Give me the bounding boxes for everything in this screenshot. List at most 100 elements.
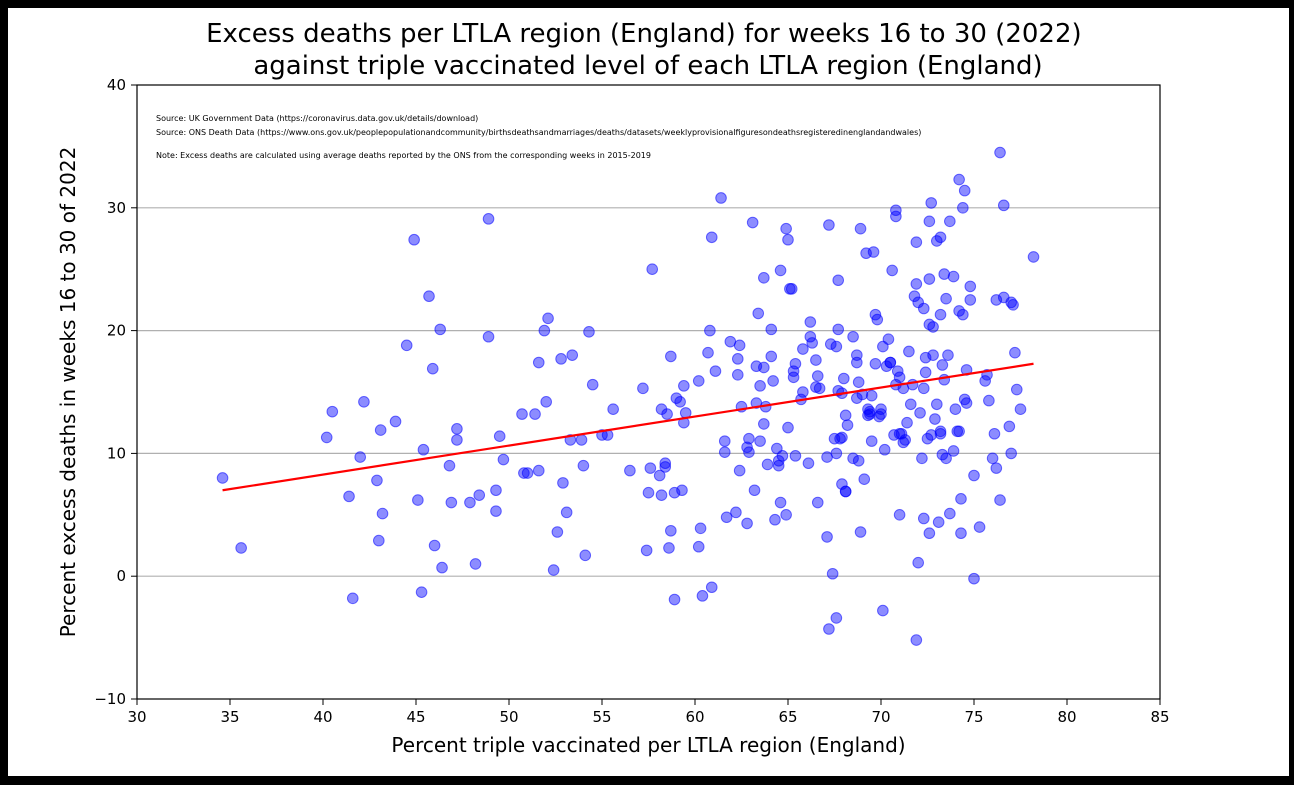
x-axis-label: Percent triple vaccinated per LTLA regio… [391, 733, 905, 757]
data-point [839, 485, 852, 498]
data-point [354, 451, 367, 463]
data-point [343, 490, 355, 503]
data-point [997, 199, 1010, 212]
data-point [810, 354, 822, 366]
data-point [1010, 383, 1023, 396]
data-point [659, 457, 672, 470]
data-point [320, 431, 333, 444]
data-point [917, 382, 930, 395]
data-point [826, 567, 839, 580]
data-point [923, 527, 936, 540]
data-point [376, 507, 389, 520]
data-point [415, 586, 428, 598]
data-point [469, 558, 482, 570]
data-point [346, 592, 359, 605]
data-point [893, 509, 906, 521]
data-point [659, 461, 672, 473]
data-point [931, 398, 943, 411]
data-point [434, 323, 446, 336]
data-point [884, 356, 897, 369]
data-point [955, 493, 967, 505]
x-tick-label: 55 [592, 708, 611, 726]
data-point [958, 184, 971, 197]
data-point [696, 590, 709, 602]
y-tick-label: 10 [107, 444, 126, 462]
data-point [579, 549, 592, 562]
data-point [692, 540, 705, 553]
data-point [538, 324, 551, 337]
data-point [899, 434, 911, 446]
data-point [839, 409, 852, 422]
data-point [780, 222, 792, 235]
data-point [718, 435, 731, 447]
data-point [797, 386, 809, 398]
data-point [731, 369, 744, 381]
data-point [940, 452, 952, 465]
data-point [557, 477, 569, 489]
data-point [373, 534, 385, 547]
data-point [758, 418, 770, 430]
data-point [661, 408, 673, 420]
data-point [678, 380, 690, 392]
data-point [642, 486, 655, 499]
data-point [953, 173, 965, 186]
data-point [743, 432, 755, 445]
data-point [730, 506, 742, 519]
data-point [702, 346, 714, 359]
data-point [811, 496, 824, 509]
title-line-2: against triple vaccinated level of each … [253, 51, 1042, 81]
data-point [464, 496, 476, 509]
data-point [934, 231, 947, 244]
data-point [830, 447, 843, 460]
data-point [746, 216, 759, 229]
data-point [426, 362, 439, 375]
data-point [748, 484, 761, 497]
data-point [774, 264, 787, 277]
data-point [705, 581, 718, 594]
data-point [929, 413, 941, 425]
y-axis-ticks: −10 0 10 20 30 40 [94, 76, 137, 708]
data-point [769, 513, 781, 526]
data-point [916, 452, 928, 465]
data-point [668, 486, 681, 499]
data-point [676, 484, 688, 497]
data-point [1009, 346, 1021, 359]
data-point [412, 494, 424, 506]
data-point [854, 526, 867, 538]
trend-line [222, 362, 1034, 492]
data-point [934, 425, 947, 438]
x-tick-label: 85 [1150, 708, 1169, 726]
data-point [665, 524, 677, 537]
data-point [663, 542, 675, 554]
data-point [776, 450, 789, 462]
data-point [743, 446, 755, 458]
data-point [990, 462, 1003, 474]
data-point [640, 544, 653, 557]
data-point [852, 454, 865, 467]
x-tick-label: 45 [406, 708, 425, 726]
data-point [1027, 251, 1040, 263]
data-point [1007, 299, 1019, 311]
data-point [813, 382, 826, 395]
data-point [542, 312, 554, 325]
data-point [665, 350, 677, 363]
data-point [644, 462, 657, 474]
data-point [586, 378, 599, 391]
data-point [912, 556, 925, 569]
data-point [653, 469, 666, 482]
data-point [704, 324, 716, 337]
data-point [890, 204, 902, 217]
y-tick-label: 30 [107, 199, 126, 217]
data-point [830, 612, 843, 624]
data-point [947, 270, 960, 283]
data-point [942, 349, 954, 361]
data-point [216, 472, 229, 484]
data-point [893, 371, 906, 384]
data-point [668, 593, 681, 606]
data-point [923, 215, 936, 228]
data-point [758, 361, 770, 374]
x-tick-label: 65 [778, 708, 797, 726]
x-tick-label: 35 [220, 708, 239, 726]
y-tick-label: 20 [107, 322, 126, 340]
data-point [910, 236, 923, 248]
